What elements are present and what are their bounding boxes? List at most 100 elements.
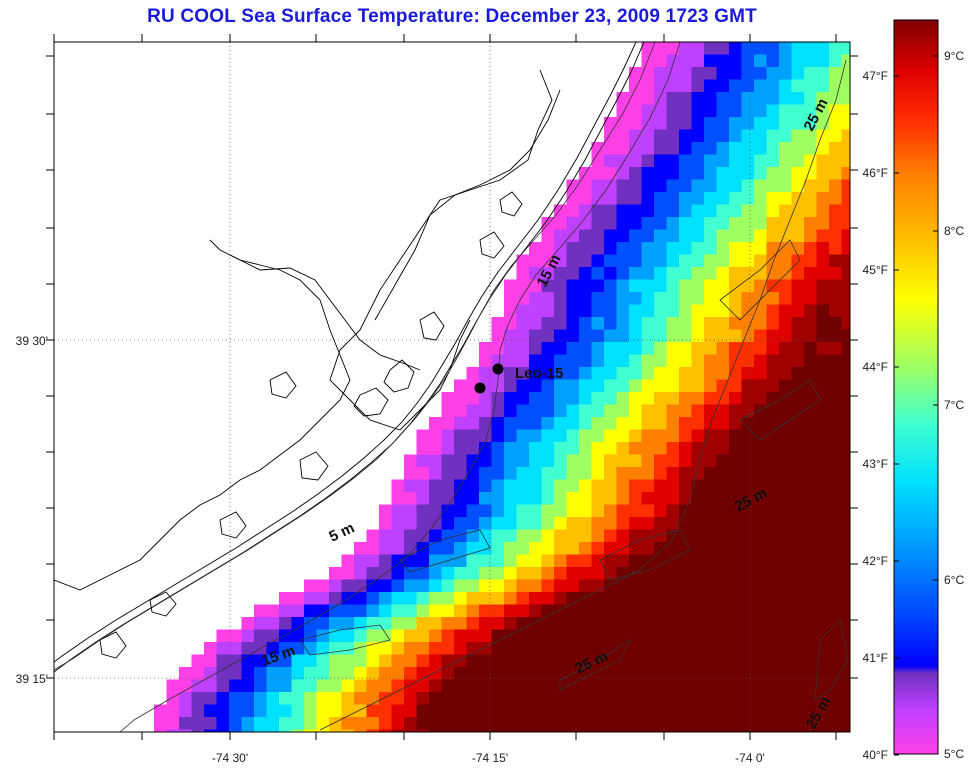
sst-cell (816, 279, 830, 293)
sst-cell (316, 679, 330, 693)
sst-cell (654, 579, 667, 593)
sst-cell (504, 317, 517, 330)
sst-cell (816, 579, 830, 593)
sst-cell (516, 442, 530, 455)
sst-cell (491, 329, 505, 343)
sst-cell (641, 529, 655, 543)
sst-cell (616, 254, 630, 268)
sst-cell (791, 692, 805, 705)
sst-cell (741, 692, 755, 705)
station-label: Leo-15 (515, 365, 563, 382)
sst-cell (591, 517, 605, 530)
sst-cell (504, 354, 517, 368)
sst-cell (529, 329, 542, 343)
sst-cell (366, 617, 380, 630)
sst-cell (654, 192, 667, 205)
sst-cell (529, 442, 542, 455)
sst-cell (616, 642, 630, 655)
sst-cell (579, 542, 592, 555)
sst-cell (566, 454, 580, 468)
sst-cell (779, 154, 792, 168)
sst-cell (841, 704, 850, 718)
sst-cell (841, 67, 850, 80)
sst-cell (729, 379, 742, 393)
sst-cell (591, 429, 605, 443)
sst-cell (754, 579, 767, 593)
sst-cell (679, 329, 692, 343)
sst-cell (816, 692, 830, 705)
sst-cell (629, 392, 642, 405)
sst-cell (654, 629, 667, 643)
sst-cell (466, 429, 480, 443)
sst-cell (804, 167, 817, 180)
sst-cell (429, 642, 442, 655)
sst-cell (441, 604, 455, 618)
sst-cell (429, 679, 442, 693)
sst-cell (804, 79, 817, 93)
sst-cell (404, 592, 417, 605)
sst-cell (804, 429, 817, 443)
sst-cell (391, 679, 405, 693)
sst-cell (204, 717, 217, 730)
sst-cell (166, 717, 180, 730)
sst-cell (516, 304, 530, 318)
sst-cell (729, 242, 742, 255)
colorbar-gradient (893, 19, 939, 755)
bay-islands-1 (383, 359, 415, 393)
sst-cell (766, 192, 780, 205)
sst-cell (754, 129, 767, 143)
sst-cell (816, 454, 830, 468)
sst-cell (616, 317, 630, 330)
sst-cell (829, 279, 842, 293)
sst-cell (329, 617, 342, 630)
sst-cell (704, 229, 717, 243)
sst-cell (579, 479, 592, 493)
sst-cell (629, 167, 642, 180)
sst-cell (791, 604, 805, 618)
sst-cell (691, 692, 705, 705)
lon-label-7400: -74 0' (735, 751, 765, 765)
sst-cell (679, 604, 692, 618)
sst-cell (754, 517, 767, 530)
sst-cell (429, 454, 442, 468)
sst-cell (766, 104, 780, 118)
sst-cell (841, 442, 850, 455)
sst-cell (741, 354, 755, 368)
sst-cell (829, 554, 842, 568)
sst-cell (266, 642, 280, 655)
sst-cell (666, 717, 680, 730)
sst-cell (629, 529, 642, 543)
sst-cell (604, 317, 617, 330)
sst-cell (766, 567, 780, 580)
sst-cell (266, 654, 280, 668)
sst-cell (579, 429, 592, 443)
sst-cell (766, 204, 780, 218)
sst-cell (604, 392, 617, 405)
sst-cell (704, 492, 717, 505)
sst-cell (704, 54, 717, 68)
sst-cell (654, 117, 667, 130)
sst-cell (404, 667, 417, 680)
sst-cell (354, 617, 367, 630)
sst-cell (691, 267, 705, 280)
sst-cell (704, 354, 717, 368)
sst-cell (466, 692, 480, 705)
sst-cell (541, 354, 555, 368)
isobath-15m (119, 42, 681, 732)
sst-cell (566, 479, 580, 493)
sst-cell (304, 667, 317, 680)
sst-cell (416, 479, 430, 493)
sst-cell (204, 729, 217, 732)
sst-cell (566, 592, 580, 605)
sst-cell (729, 229, 742, 243)
sst-cell (716, 167, 730, 180)
sst-cell (629, 504, 642, 518)
sst-cell (816, 479, 830, 493)
sst-cell (616, 404, 630, 418)
sst-cell (829, 629, 842, 643)
sst-cell (504, 717, 517, 730)
sst-cell (629, 679, 642, 693)
sst-cell (741, 454, 755, 468)
sst-cell (566, 354, 580, 368)
sst-cell (504, 379, 517, 393)
